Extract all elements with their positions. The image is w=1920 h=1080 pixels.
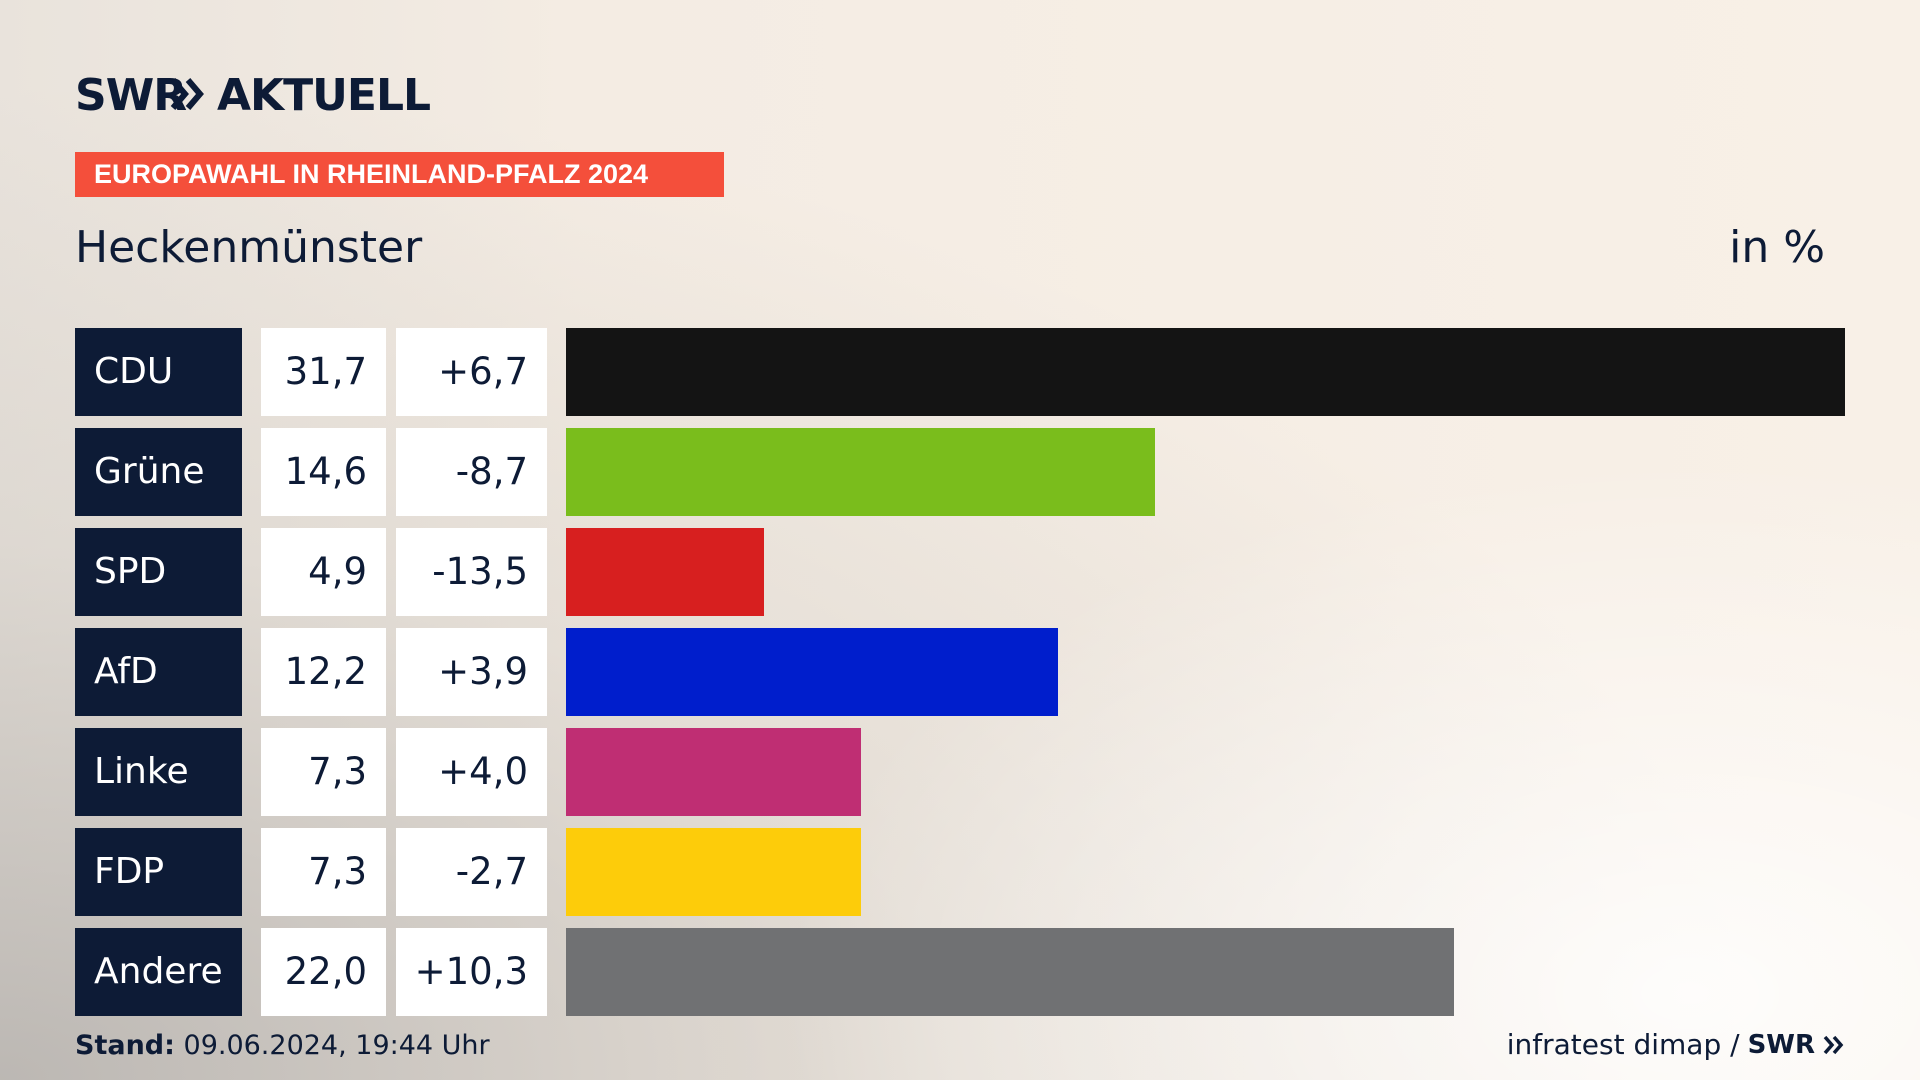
double-chevron-icon (170, 78, 204, 110)
source-text: infratest dimap / (1506, 1028, 1740, 1061)
result-bar (566, 728, 861, 816)
vote-share-label: 14,6 (261, 428, 386, 516)
region-title: Heckenmünster (75, 222, 423, 273)
logo-graphic: SWR AKTUELL (75, 70, 431, 121)
source-credit: infratest dimap / SWR (1507, 1028, 1845, 1061)
party-label: CDU (75, 328, 242, 416)
change-label: +3,9 (396, 628, 547, 716)
result-row: Andere 22,0 +10,3 (75, 928, 1845, 1016)
change-label: +6,7 (396, 328, 547, 416)
result-row: FDP 7,3 -2,7 (75, 828, 1845, 916)
result-row: CDU 31,7 +6,7 (75, 328, 1845, 416)
change-label: +4,0 (396, 728, 547, 816)
result-row: Linke 7,3 +4,0 (75, 728, 1845, 816)
vote-share-label: 31,7 (261, 328, 386, 416)
timestamp: Stand: 09.06.2024, 19:44 Uhr (75, 1030, 490, 1061)
change-label: -13,5 (396, 528, 547, 616)
footer-swr-brand: SWR (1747, 1029, 1815, 1060)
result-row: AfD 12,2 +3,9 (75, 628, 1845, 716)
party-label: SPD (75, 528, 242, 616)
stand-label: Stand: (75, 1030, 175, 1061)
vote-share-label: 4,9 (261, 528, 386, 616)
unit-label: in % (1729, 222, 1825, 273)
change-label: -8,7 (396, 428, 547, 516)
logo-swr-text: SWR (75, 70, 186, 118)
change-label: +10,3 (396, 928, 547, 1016)
party-label: Grüne (75, 428, 242, 516)
party-label: AfD (75, 628, 242, 716)
vote-share-label: 22,0 (261, 928, 386, 1016)
stand-value: 09.06.2024, 19:44 Uhr (183, 1030, 490, 1061)
result-row: Grüne 14,6 -8,7 (75, 428, 1845, 516)
result-bar (566, 628, 1058, 716)
party-label: Linke (75, 728, 242, 816)
election-tag: EUROPAWAHL IN RHEINLAND-PFALZ 2024 (75, 152, 724, 197)
result-bar (566, 928, 1454, 1016)
swr-aktuell-logo: SWR AKTUELL (75, 70, 495, 121)
result-bar (566, 328, 1845, 416)
footer-double-chevron-icon (1823, 1035, 1844, 1054)
result-row: SPD 4,9 -13,5 (75, 528, 1845, 616)
result-bar (566, 428, 1155, 516)
party-label: FDP (75, 828, 242, 916)
result-bar (566, 528, 764, 616)
party-label: Andere (75, 928, 242, 1016)
vote-share-label: 7,3 (261, 828, 386, 916)
change-label: -2,7 (396, 828, 547, 916)
logo-aktuell-text: AKTUELL (217, 70, 430, 118)
result-bar (566, 828, 861, 916)
vote-share-label: 7,3 (261, 728, 386, 816)
vote-share-label: 12,2 (261, 628, 386, 716)
